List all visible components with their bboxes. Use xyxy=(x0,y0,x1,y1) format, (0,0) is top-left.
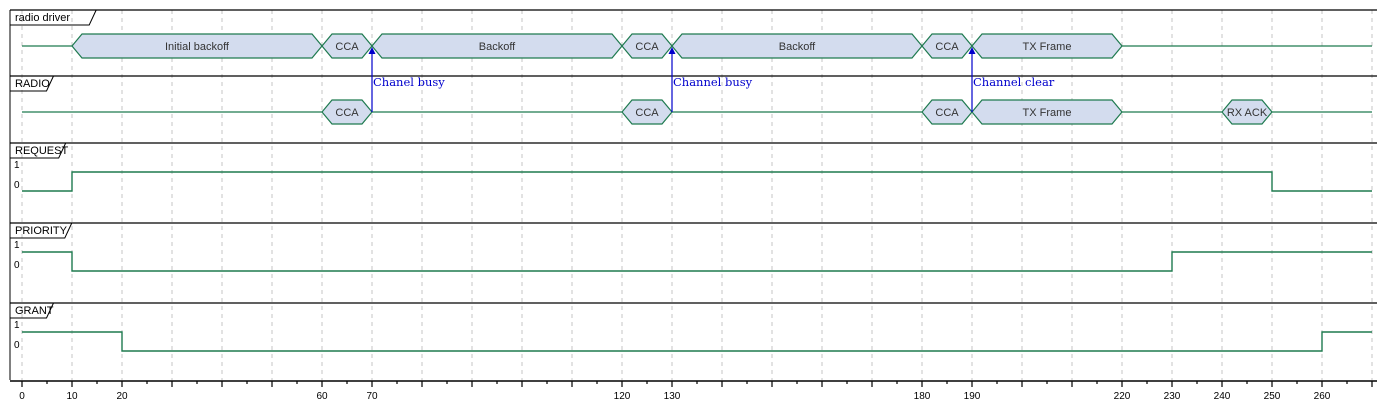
lane-title-tab xyxy=(10,142,67,159)
note-label: Channel clear xyxy=(973,75,1055,89)
event-note: Channel clear xyxy=(968,47,1055,112)
axis-tick-label: 0 xyxy=(19,391,25,402)
state-label: Backoff xyxy=(779,41,816,53)
level-low-label: 0 xyxy=(14,180,20,191)
lane-title-tab xyxy=(10,9,97,26)
lane-title: REQUEST xyxy=(15,145,68,157)
lane-radio-driver: radio driver Initial backoff CCA Backoff CCA… xyxy=(9,9,1377,76)
axis-tick-label: 130 xyxy=(664,391,681,402)
axis-tick-label: 60 xyxy=(316,391,328,402)
state-label: Backoff xyxy=(479,41,516,53)
signal-waveform xyxy=(22,171,1372,192)
lane-title: RADIO xyxy=(15,78,50,90)
lane-grant: GRANT 1 0 xyxy=(9,302,1377,380)
axis-tick-label: 120 xyxy=(614,391,631,402)
axis-tick-label: 240 xyxy=(1214,391,1231,402)
lane-title-tab xyxy=(10,302,54,319)
lane-title: PRIORITY xyxy=(15,225,68,237)
level-low-label: 0 xyxy=(14,340,20,351)
axis-tick-label: 10 xyxy=(66,391,78,402)
note-arrowhead xyxy=(968,47,976,54)
state-label: TX Frame xyxy=(1023,107,1072,119)
level-low-label: 0 xyxy=(14,260,20,271)
lane-title-tab xyxy=(10,75,54,92)
note-arrowhead xyxy=(668,47,676,54)
signal-waveform xyxy=(22,331,1372,352)
axis-tick-label: 230 xyxy=(1164,391,1181,402)
axis-tick-label: 250 xyxy=(1264,391,1281,402)
state-label: CCA xyxy=(335,107,359,119)
lane-radio: RADIO CCA CCA CCA TX Frame RX ACK xyxy=(9,75,1377,143)
axis-tick-label: 20 xyxy=(116,391,128,402)
state-box xyxy=(971,99,1123,125)
event-note: Chanel busy xyxy=(368,47,445,112)
state-label: RX ACK xyxy=(1227,107,1268,119)
lane-title: radio driver xyxy=(15,12,70,24)
state-label: Initial backoff xyxy=(165,41,230,53)
state-label: CCA xyxy=(335,41,359,53)
level-high-label: 1 xyxy=(14,240,20,251)
lane-title-tab xyxy=(10,222,73,239)
lane-request: REQUEST 1 0 xyxy=(9,142,1377,223)
axis-tick-label: 220 xyxy=(1114,391,1131,402)
axis-tick-label: 190 xyxy=(964,391,981,402)
event-notes: Chanel busy Channel busy Channel clear xyxy=(368,47,1055,112)
lane-title: GRANT xyxy=(15,305,54,317)
note-arrowhead xyxy=(368,47,376,54)
signal-waveform xyxy=(22,251,1372,272)
level-high-label: 1 xyxy=(14,160,20,171)
axis-tick-label: 70 xyxy=(366,391,378,402)
level-high-label: 1 xyxy=(14,320,20,331)
state-label: CCA xyxy=(935,107,959,119)
note-label: Chanel busy xyxy=(373,75,445,89)
time-grid xyxy=(21,10,1373,380)
event-note: Channel busy xyxy=(668,47,753,112)
lane-priority: PRIORITY 1 0 xyxy=(9,222,1377,303)
state-label: CCA xyxy=(635,41,659,53)
state-box xyxy=(971,33,1123,59)
state-label: CCA xyxy=(635,107,659,119)
state-box xyxy=(1221,99,1273,125)
state-label: TX Frame xyxy=(1023,41,1072,53)
time-axis: 0 10 20 60 70 120 130 180 190 220 230 240 250 260 xyxy=(10,380,1377,402)
axis-tick-label: 260 xyxy=(1314,391,1331,402)
note-label: Channel busy xyxy=(673,75,753,89)
signal-lanes: radio driver Initial backoff CCA Backoff CCA… xyxy=(9,9,1377,380)
state-label: CCA xyxy=(935,41,959,53)
axis-tick-label: 180 xyxy=(914,391,931,402)
